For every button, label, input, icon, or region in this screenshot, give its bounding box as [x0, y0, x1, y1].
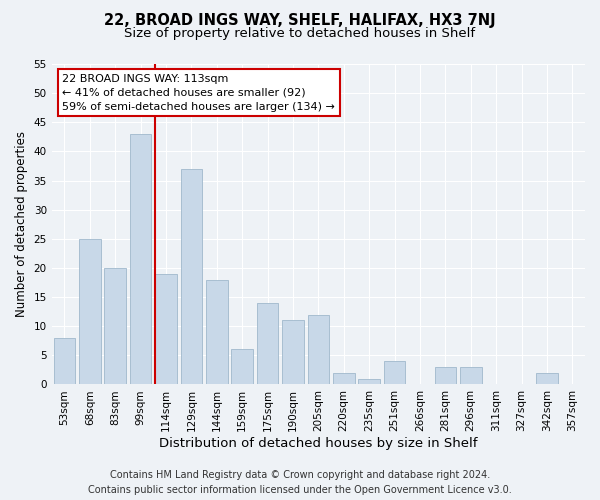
Bar — [257, 303, 278, 384]
Bar — [282, 320, 304, 384]
Bar — [384, 361, 406, 384]
Bar — [206, 280, 227, 384]
Bar — [536, 373, 557, 384]
Y-axis label: Number of detached properties: Number of detached properties — [15, 131, 28, 317]
X-axis label: Distribution of detached houses by size in Shelf: Distribution of detached houses by size … — [159, 437, 478, 450]
Bar — [53, 338, 75, 384]
Text: Size of property relative to detached houses in Shelf: Size of property relative to detached ho… — [124, 28, 476, 40]
Bar — [130, 134, 151, 384]
Bar — [232, 350, 253, 384]
Text: 22, BROAD INGS WAY, SHELF, HALIFAX, HX3 7NJ: 22, BROAD INGS WAY, SHELF, HALIFAX, HX3 … — [104, 12, 496, 28]
Bar — [308, 314, 329, 384]
Bar — [333, 373, 355, 384]
Bar — [358, 378, 380, 384]
Bar — [434, 367, 456, 384]
Text: 22 BROAD INGS WAY: 113sqm
← 41% of detached houses are smaller (92)
59% of semi-: 22 BROAD INGS WAY: 113sqm ← 41% of detac… — [62, 74, 335, 112]
Bar — [181, 169, 202, 384]
Bar — [79, 239, 101, 384]
Bar — [104, 268, 126, 384]
Text: Contains HM Land Registry data © Crown copyright and database right 2024.
Contai: Contains HM Land Registry data © Crown c… — [88, 470, 512, 495]
Bar — [460, 367, 482, 384]
Bar — [155, 274, 177, 384]
